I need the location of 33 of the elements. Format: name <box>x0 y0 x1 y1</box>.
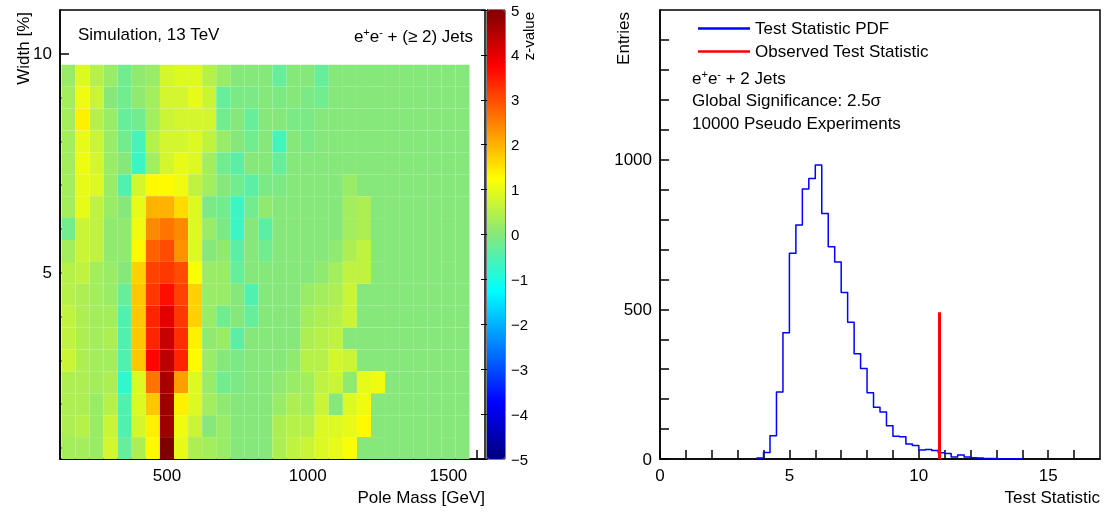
color-bar-label: 4 <box>511 46 520 64</box>
color-bar-label: −3 <box>511 360 529 378</box>
x-tick-label: 1500 <box>429 466 468 485</box>
color-bar-label: 0 <box>511 226 520 243</box>
x-tick-label: 10 <box>909 466 929 485</box>
color-bar-label: −5 <box>511 450 529 468</box>
x-tick-label: 0 <box>655 466 665 485</box>
y-tick-label: 500 <box>623 299 652 319</box>
color-bar-label: 2 <box>511 136 520 154</box>
legend-label: Observed Test Statistic <box>755 42 930 61</box>
x-axis-title: Pole Mass [GeV] <box>357 488 485 507</box>
annotation: e+e- + (≥ 2) Jets <box>353 25 473 46</box>
legend-label: Test Statistic PDF <box>755 19 890 38</box>
x-tick-label: 1000 <box>288 466 327 485</box>
x-axis-title: Test Statistic <box>1004 488 1101 507</box>
y-axis-title: Width [%] <box>14 11 33 85</box>
annotation: e+e- + 2 Jets <box>692 67 786 88</box>
x-tick-label: 15 <box>1038 466 1058 485</box>
y-axis-title: Entries <box>614 11 633 65</box>
y-tick-label: 1000 <box>614 150 652 170</box>
annotation: 10000 Pseudo Experiments <box>692 114 901 133</box>
y-tick-label: 0 <box>642 449 652 469</box>
color-bar-label: 3 <box>511 91 520 109</box>
annotation: Simulation, 13 TeV <box>78 25 221 44</box>
x-tick-label: 5 <box>784 466 795 485</box>
x-tick-label: 500 <box>152 466 182 485</box>
color-bar-title: z-value <box>520 12 537 61</box>
color-bar-label: 5 <box>511 1 520 19</box>
annotation: Global Significance: 2.5σ <box>692 90 882 110</box>
color-bar-label: 1 <box>511 181 520 199</box>
color-bar-label: −4 <box>511 405 529 423</box>
color-bar-label: −2 <box>511 315 529 333</box>
color-bar-label: −1 <box>511 270 529 288</box>
